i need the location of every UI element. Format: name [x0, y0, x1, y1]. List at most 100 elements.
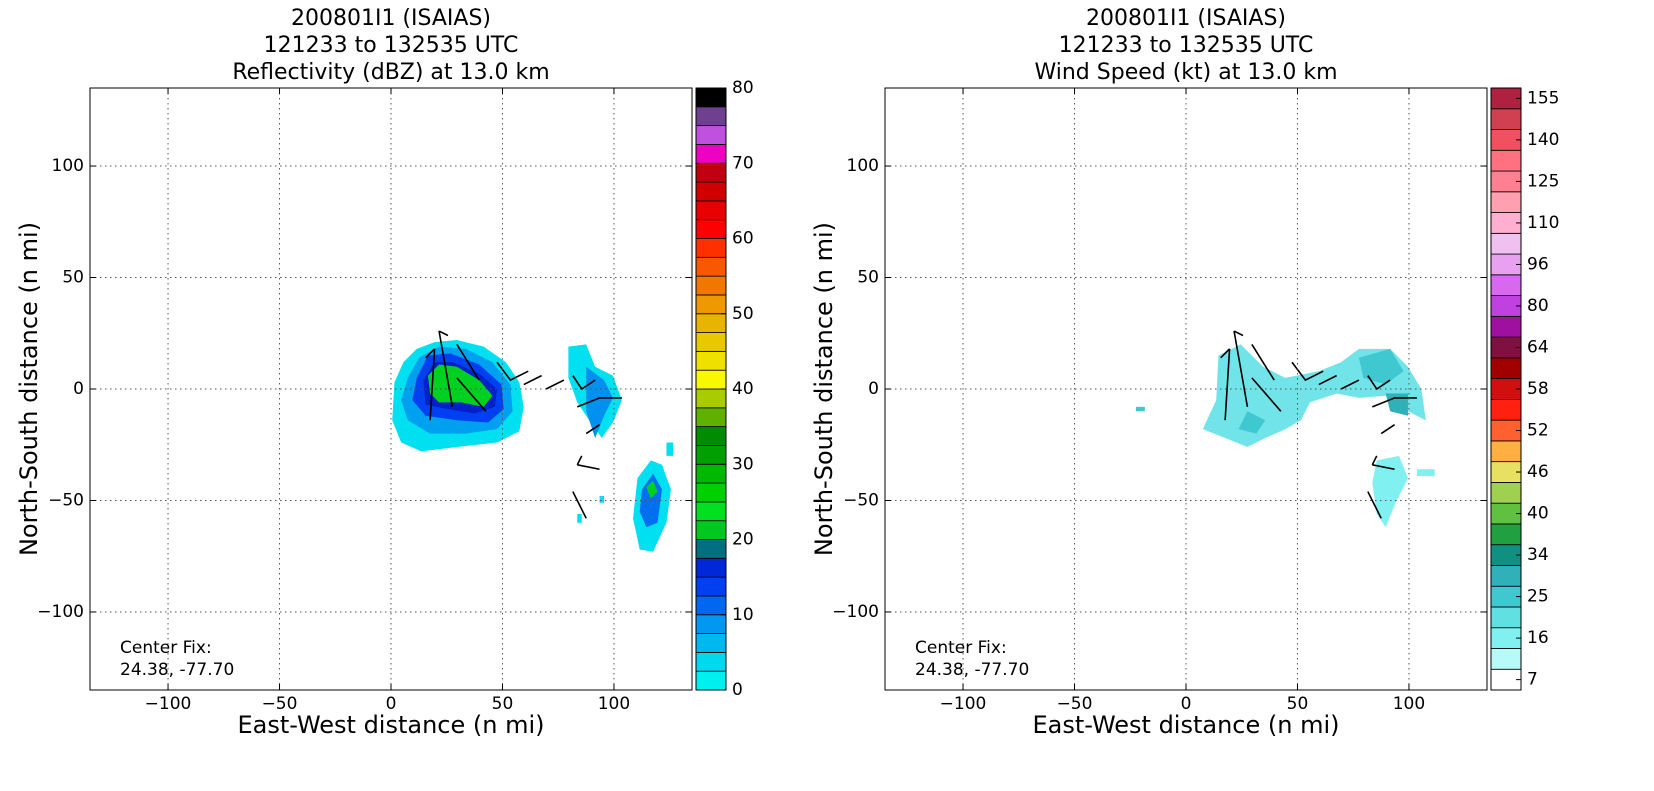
y-tick-label: 50	[857, 268, 879, 288]
colorbar-segment	[695, 144, 727, 164]
colorbar-tick-label: 10	[732, 605, 754, 625]
colorbar-tick-label: 52	[1527, 421, 1549, 441]
x-tick-label: 100	[1393, 694, 1425, 714]
y-tick-label: 0	[868, 379, 879, 399]
colorbar-segment	[695, 275, 727, 296]
x-axis-label: East-West distance (n mi)	[237, 711, 544, 739]
colorbar-tick-label: 110	[1527, 213, 1559, 233]
colorbar-segment	[695, 482, 727, 503]
colorbar-segment	[695, 181, 727, 202]
colorbar-segment	[1490, 523, 1522, 546]
colorbar-segment	[695, 294, 727, 315]
x-tick-label: 50	[1287, 694, 1309, 714]
colorbar-segment	[695, 219, 727, 239]
colorbar-segment	[695, 162, 727, 183]
colorbar-tick-label: 64	[1527, 337, 1549, 357]
y-axis-label: North-South distance (n mi)	[810, 222, 838, 556]
colorbar-segment	[695, 200, 727, 221]
colorbar-tick-label: 20	[732, 530, 754, 550]
colorbar-segment	[695, 501, 727, 522]
colorbar-segment	[695, 332, 727, 352]
colorbar-tick-label: 80	[732, 78, 754, 98]
colorbar-segment	[1490, 232, 1522, 255]
colorbar-segment	[695, 614, 727, 634]
colorbar-segment	[695, 520, 727, 540]
plot-frame	[89, 87, 693, 691]
x-tick-label: −50	[1057, 694, 1093, 714]
x-tick-label: −50	[262, 694, 298, 714]
y-tick-label: −50	[843, 490, 879, 510]
colorbar-tick-label: 7	[1527, 670, 1538, 690]
y-tick-label: 0	[73, 379, 84, 399]
colorbar-tick-label: 50	[732, 304, 754, 324]
colorbar-segment	[695, 445, 727, 465]
x-tick-label: 0	[1181, 694, 1192, 714]
x-tick-label: 50	[492, 694, 514, 714]
wind-field	[1135, 331, 1435, 528]
chart-title: Reflectivity (dBZ) at 13.0 km	[232, 60, 549, 85]
colorbar-tick-label: 58	[1527, 379, 1549, 399]
y-tick-label: 50	[62, 268, 84, 288]
chart-title: 121233 to 132535 UTC	[264, 33, 519, 58]
colorbar-tick-label: 70	[732, 153, 754, 173]
colorbar-tick-label: 96	[1527, 254, 1549, 274]
colorbar-tick-label: 0	[732, 680, 743, 700]
annotation: Center Fix:	[120, 638, 212, 658]
colorbar-segment	[1490, 648, 1522, 670]
colorbar-segment	[695, 670, 727, 691]
colorbar-segment	[695, 350, 727, 371]
annotation: 24.38, -77.70	[120, 660, 234, 680]
plot-frame	[884, 87, 1488, 691]
colorbar-segment	[695, 426, 727, 446]
annotation: 24.38, -77.70	[915, 660, 1029, 680]
colorbar-segment	[695, 595, 727, 616]
colorbar-segment	[695, 539, 727, 559]
colorbar-segment	[695, 557, 727, 578]
y-tick-label: 100	[847, 156, 879, 176]
chart-title: 200801I1 (ISAIAS)	[291, 6, 491, 31]
colorbar-segment	[695, 463, 727, 484]
colorbar-segment	[1490, 315, 1522, 338]
x-tick-label: 0	[386, 694, 397, 714]
y-tick-label: −100	[37, 602, 84, 622]
colorbar-tick-label: 40	[732, 379, 754, 399]
colorbar-segment	[695, 106, 727, 127]
colorbar-segment	[695, 576, 727, 597]
colorbar-segment	[695, 633, 727, 653]
y-tick-label: −100	[832, 602, 879, 622]
y-tick-label: −50	[48, 490, 84, 510]
y-axis-label: North-South distance (n mi)	[15, 222, 43, 556]
colorbar-segment	[695, 238, 727, 258]
colorbar-segment	[1490, 357, 1522, 380]
colorbar-segment	[695, 388, 727, 409]
colorbar-tick-label: 34	[1527, 545, 1549, 565]
colorbar-segment	[1490, 149, 1522, 172]
x-tick-label: 100	[598, 694, 630, 714]
colorbar-segment	[695, 125, 727, 145]
x-axis-label: East-West distance (n mi)	[1032, 711, 1339, 739]
chart-title: 121233 to 132535 UTC	[1059, 33, 1314, 58]
colorbar-segment	[1490, 398, 1522, 421]
chart-title: Wind Speed (kt) at 13.0 km	[1034, 60, 1337, 85]
x-tick-label: −100	[940, 694, 987, 714]
colorbar-tick-label: 46	[1527, 462, 1549, 482]
colorbar-segment	[1490, 108, 1522, 130]
colorbar-segment	[1490, 482, 1522, 504]
colorbar-segment	[1490, 274, 1522, 296]
colorbar-tick-label: 60	[732, 229, 754, 249]
colorbar-segment	[1490, 606, 1522, 629]
colorbar-segment	[1490, 565, 1522, 587]
colorbar-segment	[695, 313, 727, 333]
annotation: Center Fix:	[915, 638, 1007, 658]
colorbar-tick-label: 125	[1527, 171, 1559, 191]
y-tick-label: 100	[52, 156, 84, 176]
x-tick-label: −100	[145, 694, 192, 714]
colorbar-segment	[695, 87, 727, 108]
colorbar-tick-label: 155	[1527, 88, 1559, 108]
reflectivity-field	[392, 331, 674, 552]
colorbar-segment	[695, 651, 727, 672]
colorbar-tick-label: 80	[1527, 296, 1549, 316]
colorbar-segment	[695, 407, 727, 428]
colorbar-tick-label: 30	[732, 454, 754, 474]
